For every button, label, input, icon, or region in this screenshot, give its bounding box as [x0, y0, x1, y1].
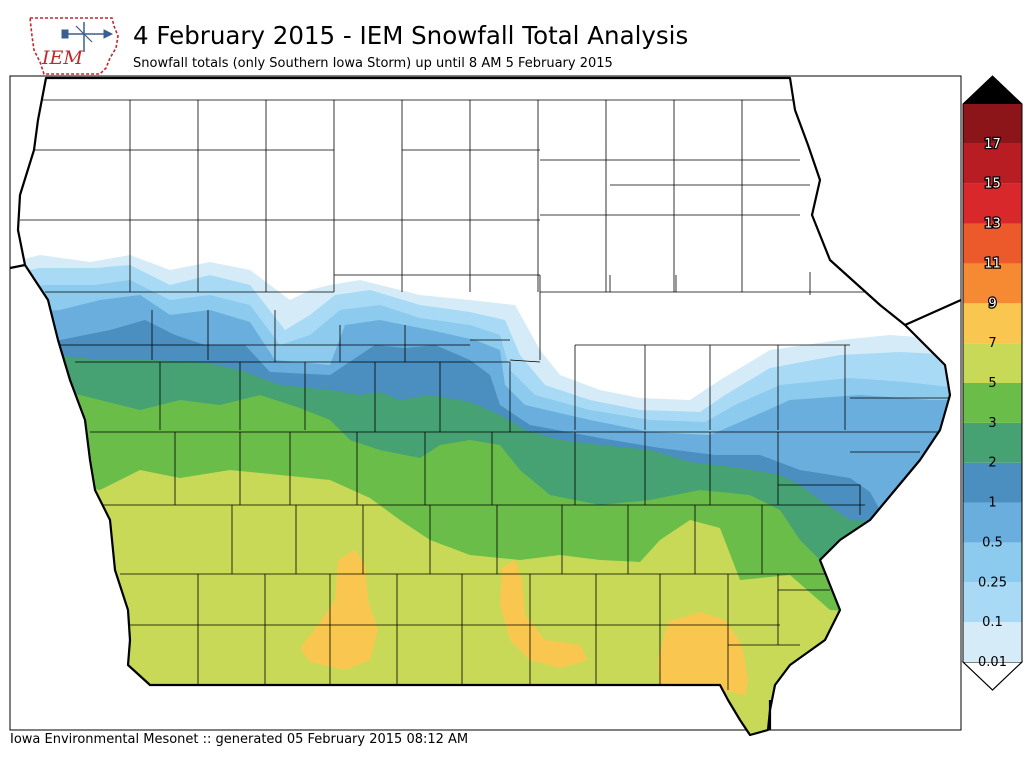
page-title: 4 February 2015 - IEM Snowfall Total Ana… — [133, 21, 689, 50]
colorbar-swatch-1 — [963, 462, 1022, 503]
colorbar-swatch-0.1 — [963, 582, 1022, 623]
colorbar-label-0.5: 0.5 — [982, 535, 1003, 550]
colorbar-label-1: 1 — [988, 496, 996, 511]
band-7-a — [300, 550, 378, 670]
colorbar: 0.01 0.1 0.25 0.5 1 2 3 5 7 9 11 13 15 17 — [961, 75, 1024, 691]
iem-logo: IEM — [29, 17, 119, 75]
colorbar-label-17: 17 — [984, 137, 1001, 152]
colorbar-label-9: 9 — [988, 296, 996, 311]
county-boundaries — [20, 99, 950, 690]
colorbar-label-5: 5 — [988, 376, 996, 391]
colorbar-label-11: 11 — [984, 256, 1001, 271]
neighbor-boundaries — [9, 263, 962, 730]
colorbar-label-13: 13 — [984, 217, 1001, 232]
colorbar-label-0.1: 0.1 — [982, 615, 1003, 630]
colorbar-overflow-triangle — [963, 76, 1022, 104]
band-7-b — [500, 560, 588, 668]
page-subtitle: Snowfall totals (only Southern Iowa Stor… — [133, 56, 613, 71]
colorbar-label-15: 15 — [984, 177, 1001, 192]
colorbar-label-7: 7 — [988, 336, 996, 351]
colorbar-swatch-0.01 — [963, 622, 1022, 662]
colorbar-swatch-3 — [963, 383, 1022, 423]
colorbar-swatch-0.5 — [963, 502, 1022, 543]
colorbar-swatch-0.25 — [963, 542, 1022, 583]
weather-vane-icon — [61, 22, 114, 52]
logo-text: IEM — [41, 47, 83, 69]
colorbar-label-0.25: 0.25 — [978, 575, 1007, 590]
colorbar-label-3: 3 — [988, 416, 996, 431]
colorbar-swatch-9 — [963, 263, 1022, 304]
colorbar-swatch-17 — [963, 104, 1022, 144]
colorbar-swatch-7 — [963, 303, 1022, 344]
colorbar-swatch-2 — [963, 422, 1022, 463]
colorbar-swatch-13 — [963, 183, 1022, 224]
footer-text: Iowa Environmental Mesonet :: generated … — [10, 732, 469, 747]
colorbar-frame — [962, 75, 1023, 691]
colorbar-label-2: 2 — [988, 456, 996, 471]
snowfall-contours — [18, 255, 950, 735]
colorbar-label-0.01: 0.01 — [978, 655, 1007, 670]
band-7-c — [658, 612, 748, 695]
colorbar-swatch-11 — [963, 223, 1022, 264]
colorbar-swatch-15 — [963, 143, 1022, 184]
colorbar-swatch-5 — [963, 343, 1022, 383]
